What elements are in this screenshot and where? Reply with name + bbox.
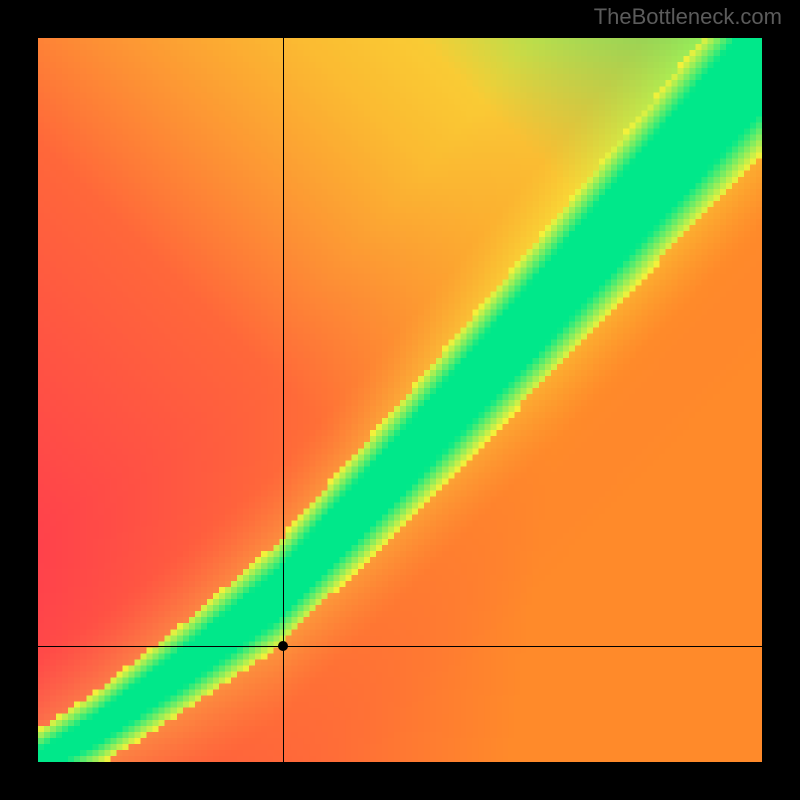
crosshair-horizontal <box>38 646 762 647</box>
heatmap-canvas <box>38 38 762 762</box>
plot-area <box>38 38 762 762</box>
chart-container: TheBottleneck.com <box>0 0 800 800</box>
watermark-text: TheBottleneck.com <box>594 4 782 30</box>
crosshair-vertical <box>283 38 284 762</box>
crosshair-marker <box>278 641 288 651</box>
